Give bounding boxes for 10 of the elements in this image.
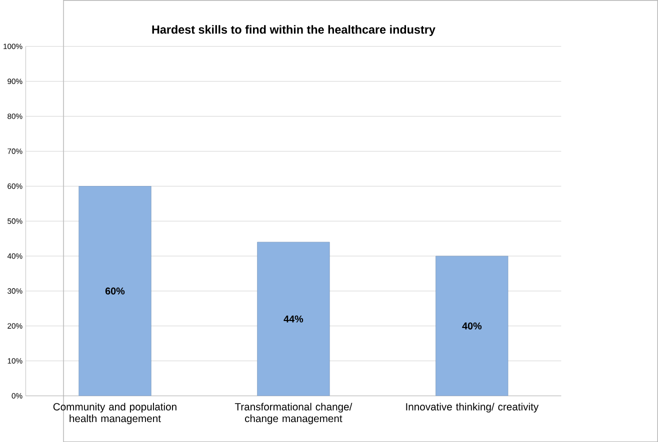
bar bbox=[257, 242, 330, 396]
data-label: 60% bbox=[105, 287, 125, 294]
chart-title: Hardest skills to find within the healthcare industry bbox=[152, 24, 436, 36]
x-tick-label: Innovative thinking/ creativity bbox=[406, 402, 539, 412]
x-tick-label: Community and population health management bbox=[53, 402, 176, 424]
bar bbox=[436, 256, 508, 396]
bar bbox=[78, 186, 152, 396]
data-label: 44% bbox=[284, 315, 304, 322]
x-tick-label: Transformational change/ change management bbox=[234, 402, 352, 424]
data-label: 40% bbox=[462, 322, 482, 330]
